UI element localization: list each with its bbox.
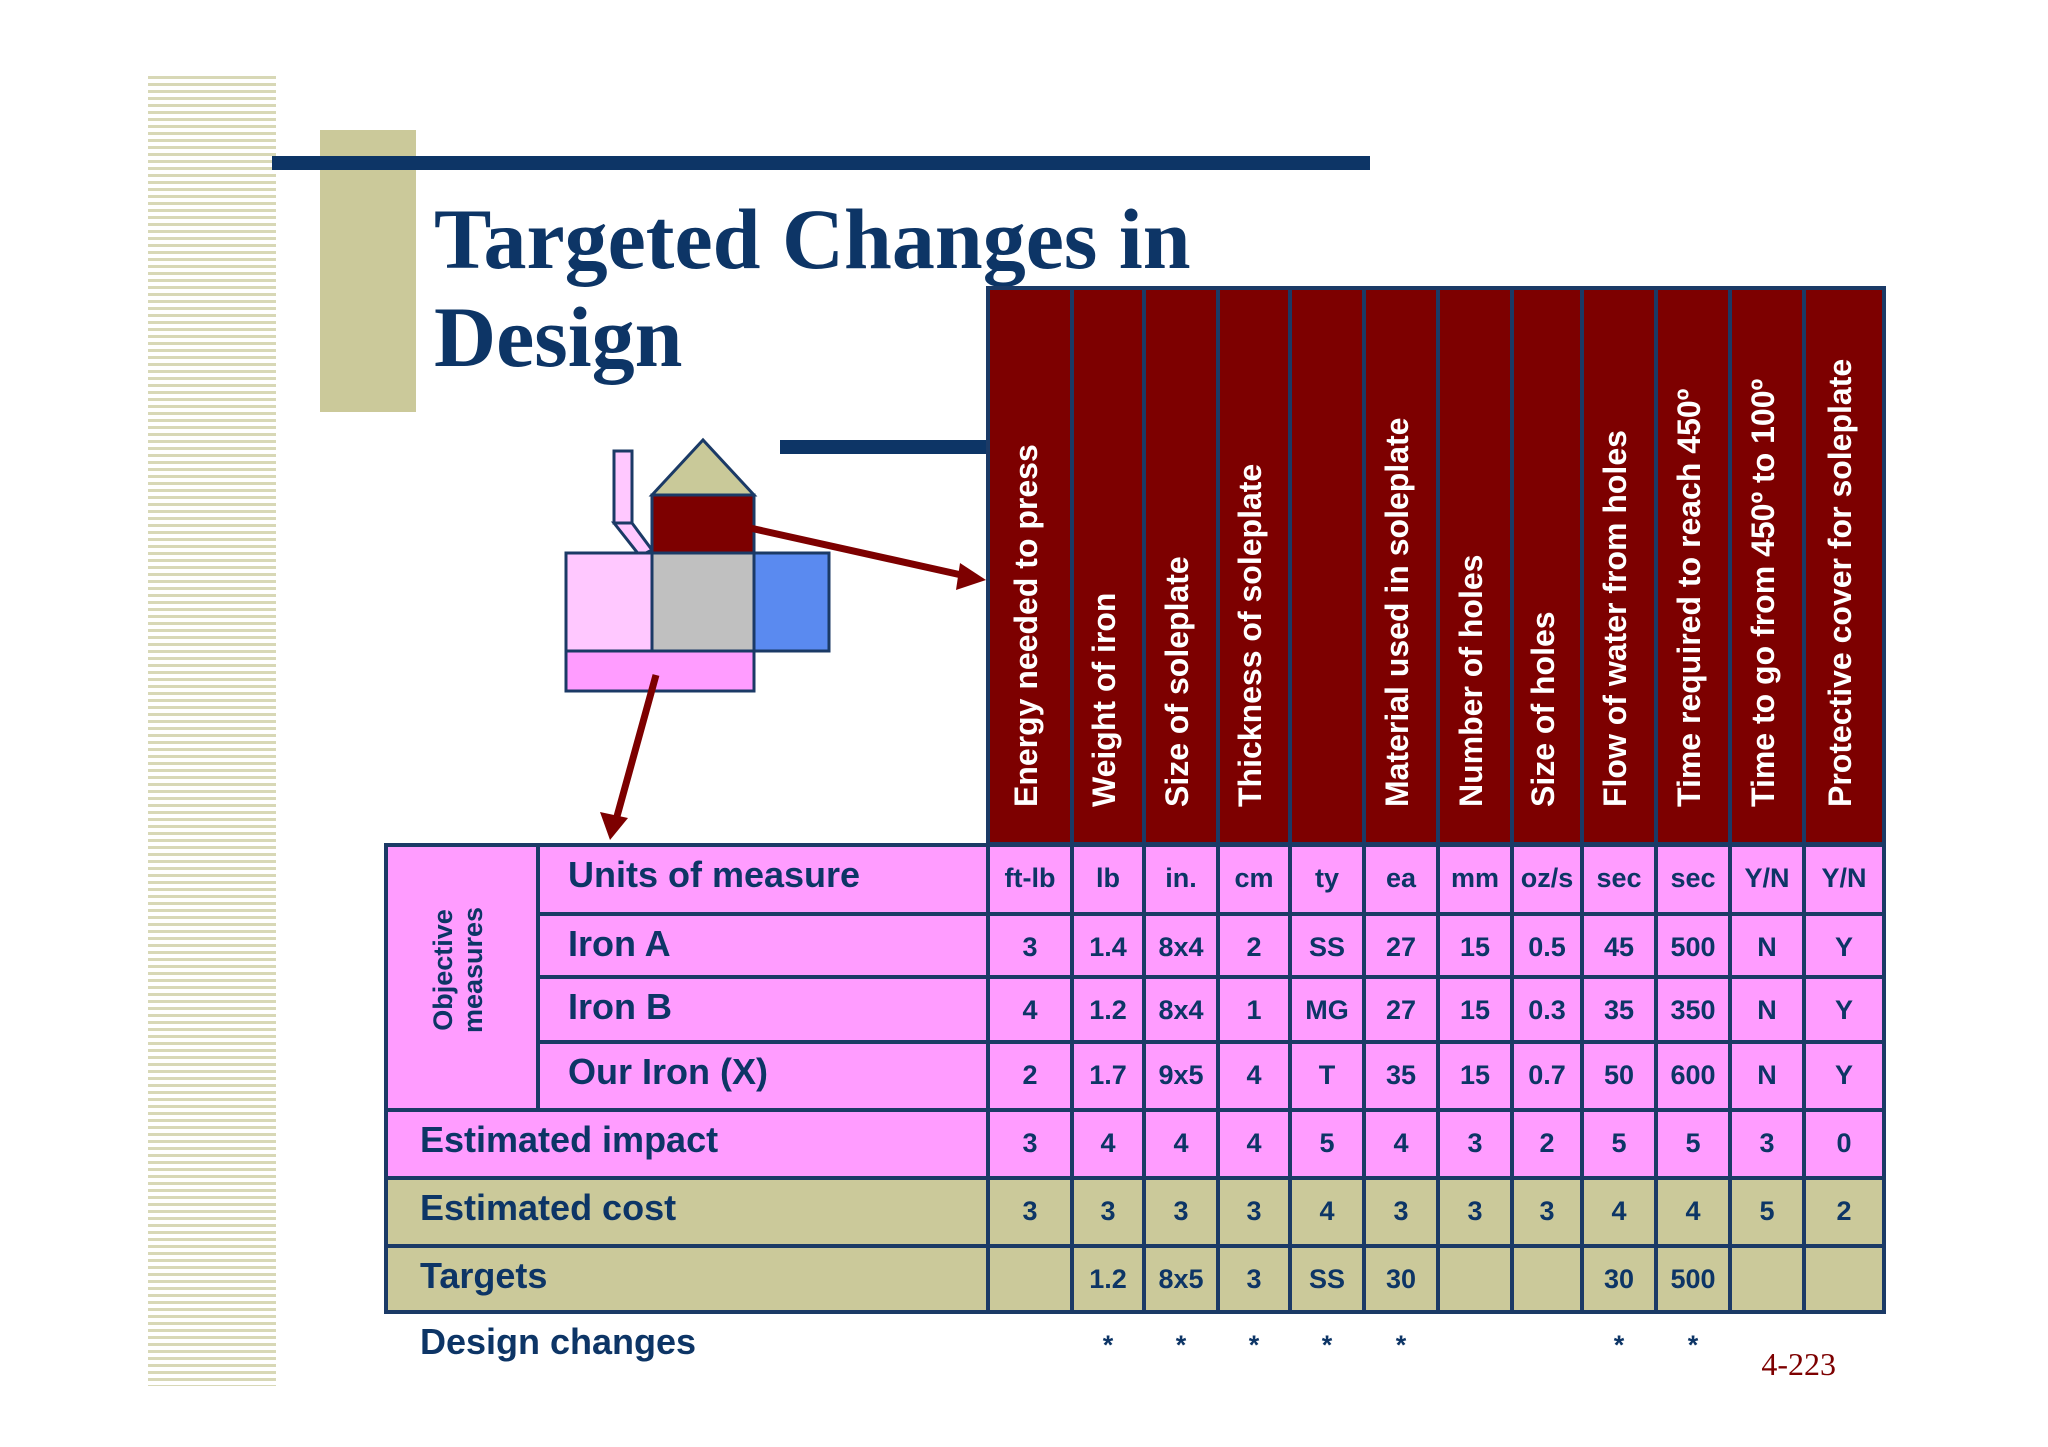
top-room-shape [650, 493, 756, 555]
row-label: Our Iron (X) [568, 1051, 768, 1092]
column-header-label: Flow of water from holes [1597, 430, 1633, 807]
column-header-cell [1436, 288, 1510, 843]
roof-shape [648, 437, 758, 497]
value-cell [1362, 1040, 1440, 1112]
right-room-shape [752, 551, 831, 653]
row-label: Iron A [568, 923, 671, 964]
title-rule [272, 156, 1370, 170]
value-cell [1728, 1244, 1806, 1314]
value-cell [1802, 843, 1886, 916]
column-header-label: Weight of iron [1086, 592, 1122, 807]
value-cell [1580, 843, 1658, 916]
value-cell [1362, 912, 1440, 979]
value-cell [1580, 1244, 1658, 1314]
row-label-cell [536, 912, 990, 979]
row-label: Iron B [568, 986, 672, 1027]
title-line-1: Targeted Changes in [434, 191, 1191, 287]
value-cell [1654, 1108, 1732, 1180]
column-header-cell [1362, 288, 1436, 843]
value-cell [986, 843, 1074, 916]
value-cell [1142, 1176, 1220, 1248]
value-cell [1802, 1040, 1886, 1112]
chimney-connector-shape [610, 521, 655, 558]
column-header-label: Time required to reach 450º [1671, 388, 1707, 807]
value-cell [986, 1244, 1074, 1314]
page-number: 4-223 [1761, 1346, 1836, 1382]
left-room-shape [564, 551, 654, 653]
column-header-cell [1802, 288, 1882, 843]
value-cell [1288, 1108, 1366, 1180]
arrowhead-rows [600, 812, 628, 840]
column-header-cell [1580, 288, 1654, 843]
column-header-cell [1510, 288, 1580, 843]
value-cell [1728, 843, 1806, 916]
column-header-cell [1216, 288, 1288, 843]
decorative-stripes [148, 76, 276, 1386]
connector-rule [780, 440, 990, 454]
column-header-label: Material used in soleplate [1379, 417, 1415, 807]
row-label-cell [384, 1244, 990, 1314]
column-header-cell [1728, 288, 1802, 843]
foundation-shape [564, 649, 756, 693]
row-label: Estimated cost [420, 1187, 677, 1228]
column-header-label: Size of holes [1525, 611, 1561, 807]
chimney-shape [612, 449, 634, 525]
value-cell [1510, 1108, 1584, 1180]
iron-diagram [564, 437, 986, 840]
row-label: Units of measure [568, 854, 861, 895]
value-cell [1070, 843, 1146, 916]
column-header-label: Thickness of soleplate [1232, 463, 1268, 807]
column-header-cell [1142, 288, 1216, 843]
arrowhead-columns [956, 563, 986, 590]
column-header-label: Number of holes [1453, 554, 1489, 807]
value-cell [1510, 1244, 1584, 1314]
row-label-cell [384, 1108, 990, 1180]
row-label: Design changes [420, 1321, 697, 1362]
column-header-label: Protective cover for soleplate [1822, 358, 1858, 807]
value-cell [1510, 1176, 1584, 1248]
value-cell [986, 1108, 1074, 1180]
value-cell [1802, 1176, 1886, 1248]
center-room-shape [650, 551, 756, 653]
column-header-cell [1288, 288, 1362, 843]
value-cell [1216, 843, 1292, 916]
value-cell [1436, 1244, 1514, 1314]
value-cell [1802, 1244, 1886, 1314]
row-label: Estimated impact [420, 1119, 719, 1160]
arrow-to-rows [612, 674, 660, 821]
column-header-cell [1654, 288, 1728, 843]
column-header-label: Energy needed to press [1008, 444, 1044, 807]
column-header-label: Time to go from 450º to 100º [1745, 378, 1781, 807]
value-cell [1654, 1244, 1732, 1314]
arrow-to-columns [749, 524, 967, 580]
objective-measures-label: Objective measures [428, 906, 488, 1034]
slide-title: Targeted Changes in Design [434, 190, 1334, 386]
column-header-cell [1070, 288, 1142, 843]
title-line-2: Design [434, 289, 683, 385]
title-accent-block [320, 130, 416, 412]
row-label: Targets [420, 1255, 548, 1296]
row-label-cell [384, 1176, 990, 1248]
column-header-label: Size of soleplate [1159, 556, 1195, 807]
